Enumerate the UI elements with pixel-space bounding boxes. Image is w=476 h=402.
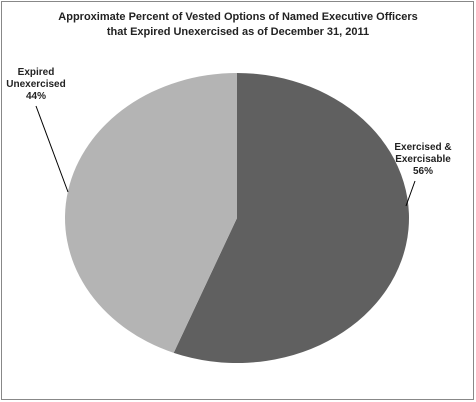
pie-slice — [173, 73, 410, 363]
leader-line — [35, 105, 69, 193]
slice-label: Exercised & Exercisable — [394, 142, 452, 165]
pie-slice — [65, 73, 238, 353]
leader-line — [405, 180, 416, 207]
slice-value-label: 56% — [412, 166, 433, 177]
slice-value-label: 44% — [25, 91, 46, 102]
slice-label: Expired Unexercised — [6, 67, 66, 90]
chart-title: Approximate Percent of Vested Options of… — [58, 11, 418, 38]
